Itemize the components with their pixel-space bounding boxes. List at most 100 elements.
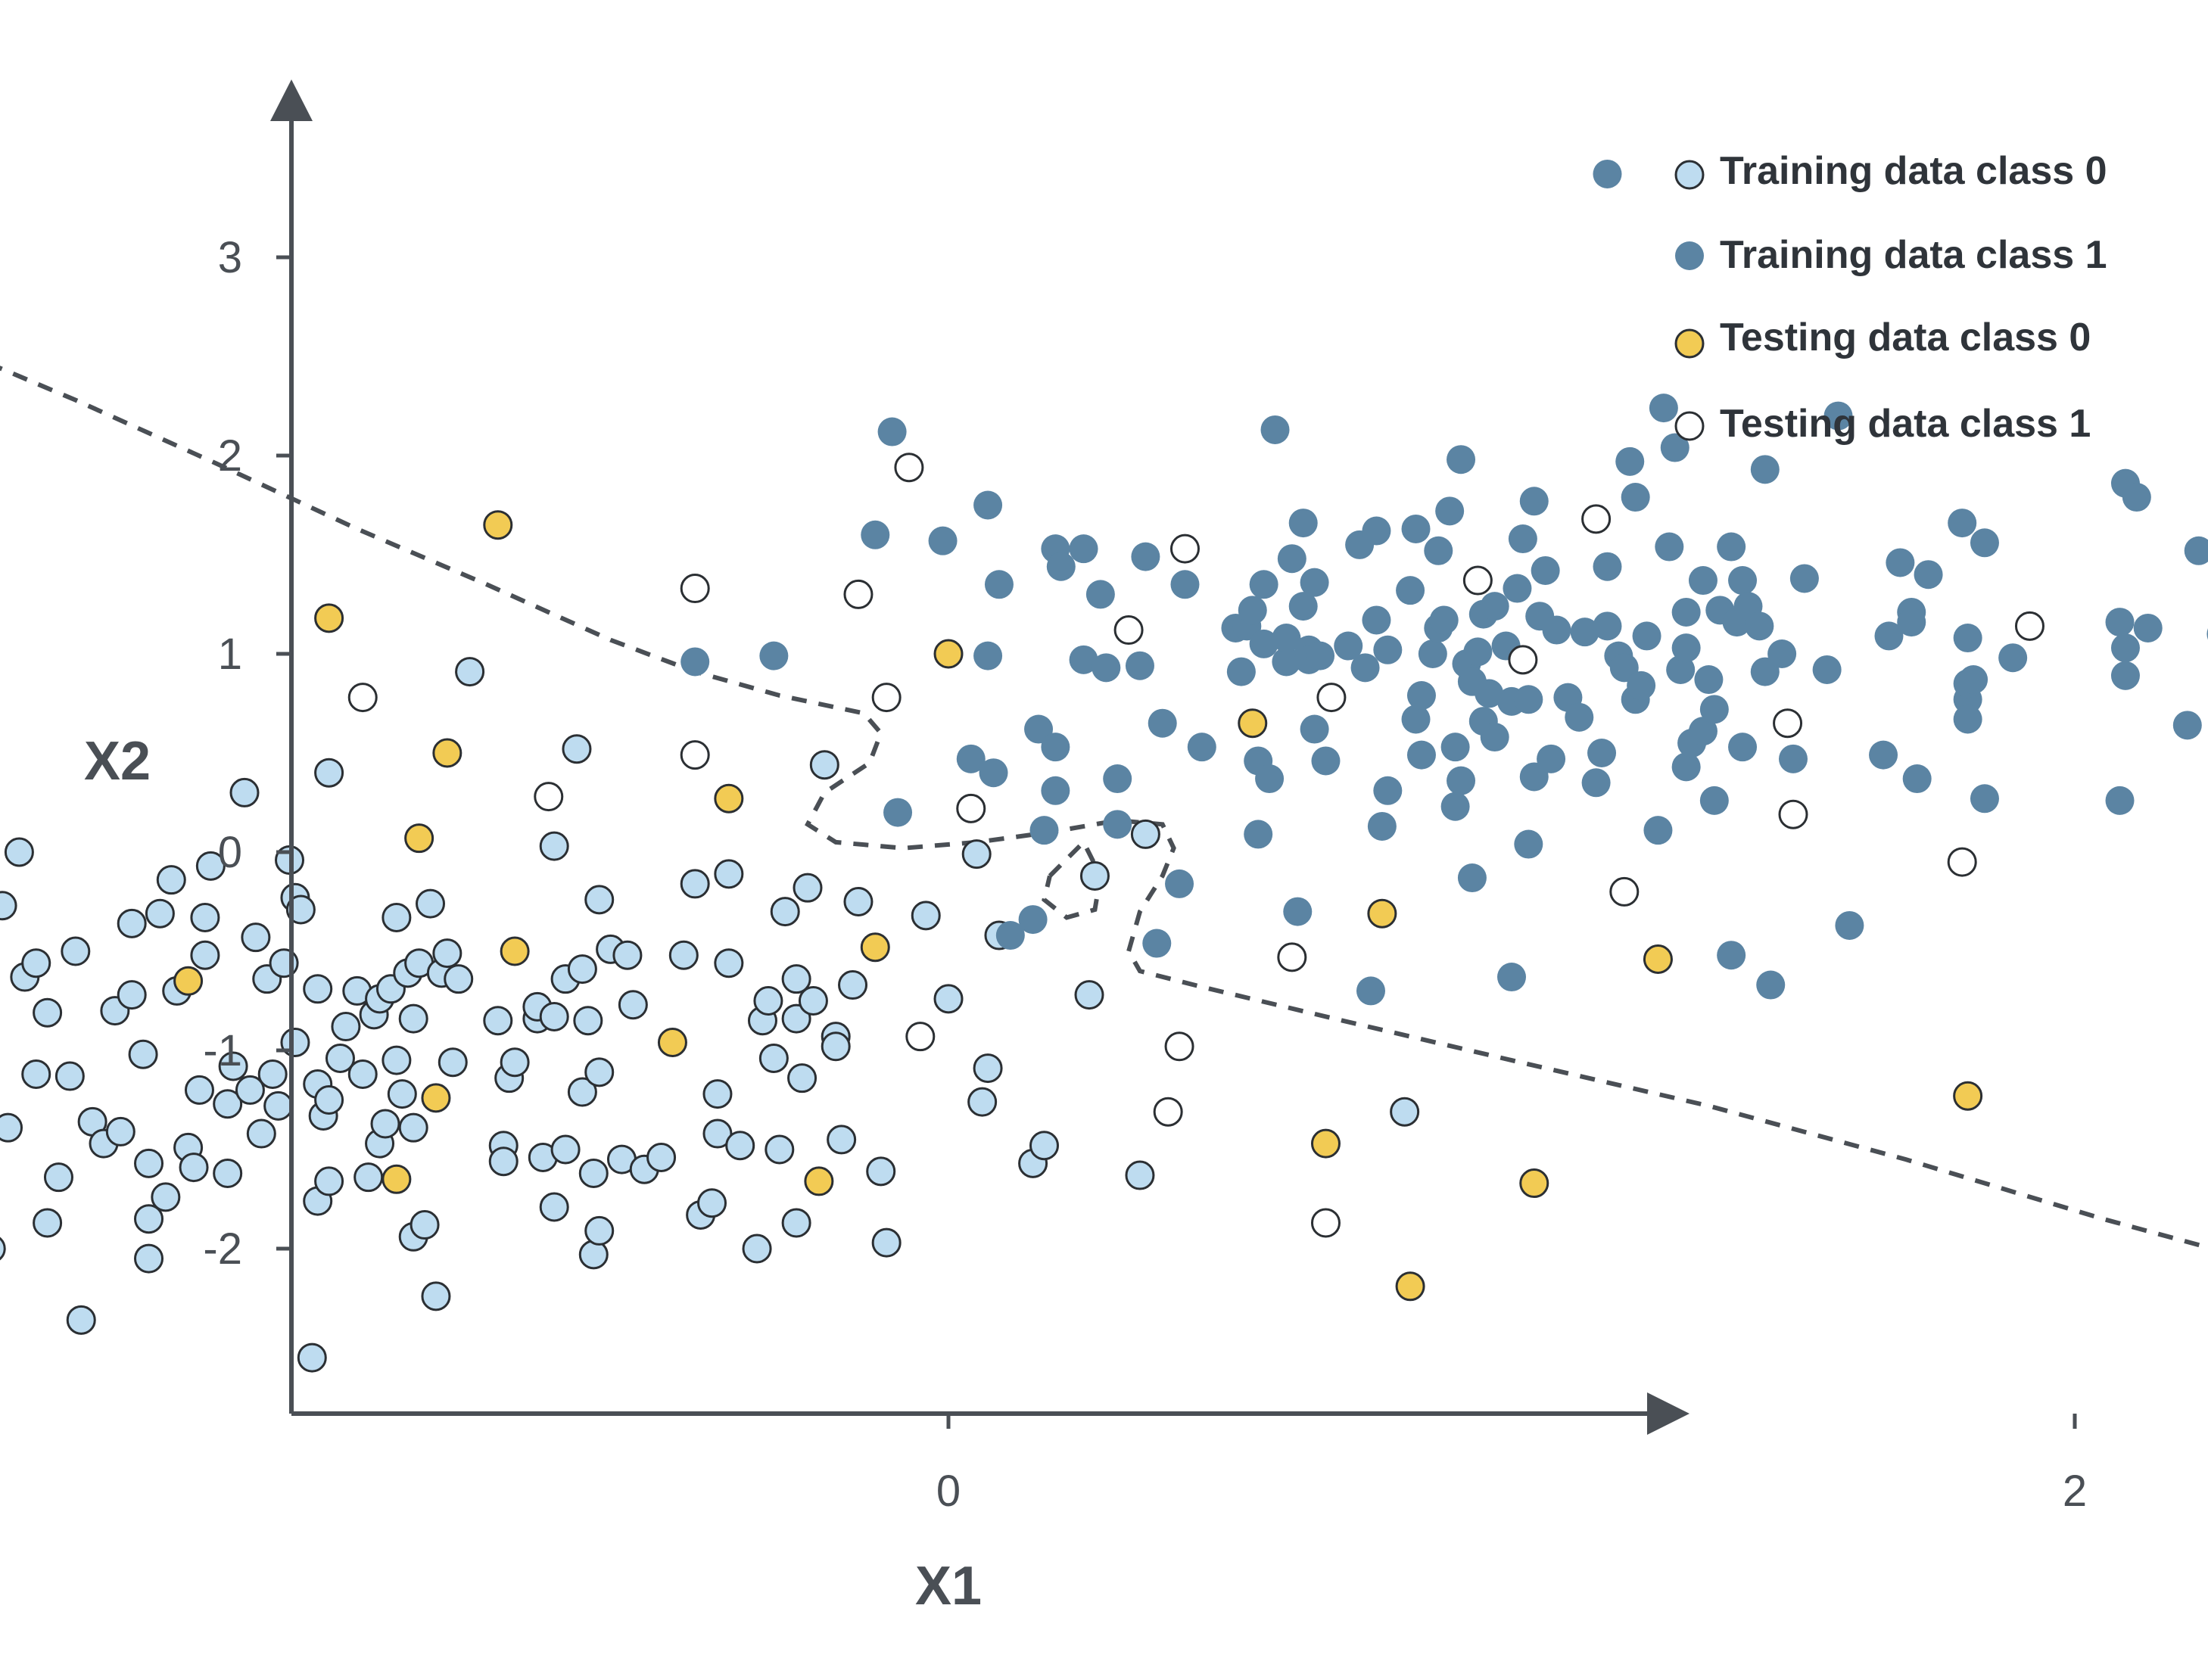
data-point <box>1334 631 1363 661</box>
data-point <box>1874 621 1904 651</box>
data-point <box>1424 536 1453 565</box>
data-point <box>421 1281 451 1311</box>
data-point <box>1435 496 1465 526</box>
data-point <box>1406 681 1436 711</box>
y-tick-label: 3 <box>218 233 242 282</box>
data-point <box>1627 670 1656 700</box>
data-point <box>1565 702 1594 732</box>
data-point <box>714 859 744 889</box>
data-point <box>1316 683 1347 713</box>
data-point <box>246 1118 276 1149</box>
data-point <box>1153 1097 1183 1127</box>
data-point <box>347 1059 378 1089</box>
data-point <box>1660 433 1689 462</box>
data-point <box>1959 665 1988 695</box>
data-point <box>1440 733 1470 762</box>
data-point <box>1260 415 1290 444</box>
data-point <box>973 641 1003 670</box>
data-point <box>995 921 1025 950</box>
data-point <box>584 1215 615 1246</box>
data-point <box>1503 574 1532 603</box>
y-tick-label: 2 <box>218 431 242 481</box>
data-point <box>933 984 964 1014</box>
data-point <box>680 647 710 677</box>
data-point <box>325 1043 355 1073</box>
data-point <box>173 966 204 996</box>
legend: Training data class 0 Training data clas… <box>1674 149 2107 446</box>
data-point <box>539 831 569 861</box>
data-point <box>314 1085 344 1115</box>
data-point <box>781 1208 811 1238</box>
data-point <box>793 873 823 903</box>
axes: X1 X2 <box>84 79 1689 1616</box>
data-point <box>956 744 986 773</box>
data-point <box>657 1028 687 1058</box>
data-point <box>1519 1168 1549 1199</box>
data-point <box>1103 764 1132 794</box>
data-point <box>781 1003 811 1034</box>
data-point <box>804 1166 834 1196</box>
data-point <box>759 641 789 670</box>
data-point <box>1272 647 1301 677</box>
y-axis-arrow-icon <box>270 79 313 121</box>
data-point <box>4 837 34 867</box>
legend-marker-training-class-0 <box>1674 160 1705 190</box>
data-point <box>714 783 744 814</box>
data-point <box>257 1059 288 1089</box>
data-point <box>1767 639 1797 668</box>
data-points <box>0 159 2208 1373</box>
data-point <box>1462 565 1493 596</box>
data-point <box>1373 635 1403 664</box>
data-point <box>1447 445 1476 474</box>
data-point <box>725 1131 755 1161</box>
data-point <box>410 1210 440 1240</box>
data-point <box>1367 811 1397 841</box>
data-point <box>860 932 890 963</box>
data-point <box>961 839 992 870</box>
data-point <box>1457 863 1487 893</box>
data-point <box>1643 816 1673 845</box>
data-point <box>432 938 462 969</box>
data-point <box>1728 733 1758 762</box>
data-point <box>156 865 186 895</box>
data-point <box>128 1039 158 1069</box>
data-point <box>179 1153 209 1183</box>
data-point <box>680 574 710 604</box>
data-point <box>432 738 462 768</box>
data-point <box>303 974 333 1004</box>
data-point <box>1440 792 1470 821</box>
data-point <box>1519 762 1549 792</box>
data-point <box>1593 159 1622 188</box>
data-point <box>1148 708 1177 738</box>
data-point <box>1694 665 1724 695</box>
data-point <box>584 1057 615 1087</box>
data-point <box>1249 629 1278 658</box>
data-point <box>1615 446 1645 476</box>
data-point <box>1390 1097 1420 1127</box>
data-point <box>1717 532 1746 562</box>
data-point <box>742 1234 772 1264</box>
data-point <box>229 777 260 807</box>
data-point <box>1593 611 1622 641</box>
data-point <box>1310 1128 1341 1159</box>
series-2 <box>173 510 1983 1302</box>
data-point <box>1666 655 1696 684</box>
data-point <box>398 1112 428 1143</box>
data-point <box>1238 596 1267 625</box>
data-point <box>1362 516 1391 546</box>
data-point <box>117 908 147 938</box>
data-point <box>1069 534 1098 564</box>
data-point <box>285 894 316 925</box>
data-point <box>1789 564 1819 593</box>
data-point <box>1537 744 1566 773</box>
data-point <box>1812 655 1842 684</box>
data-point <box>1310 1208 1341 1238</box>
data-point <box>1475 679 1504 708</box>
data-point <box>1609 876 1640 907</box>
data-point <box>2105 608 2135 637</box>
data-point <box>1226 657 1256 686</box>
legend-marker-testing-class-0 <box>1674 328 1705 359</box>
data-point <box>404 823 434 854</box>
data-point <box>1244 820 1273 849</box>
